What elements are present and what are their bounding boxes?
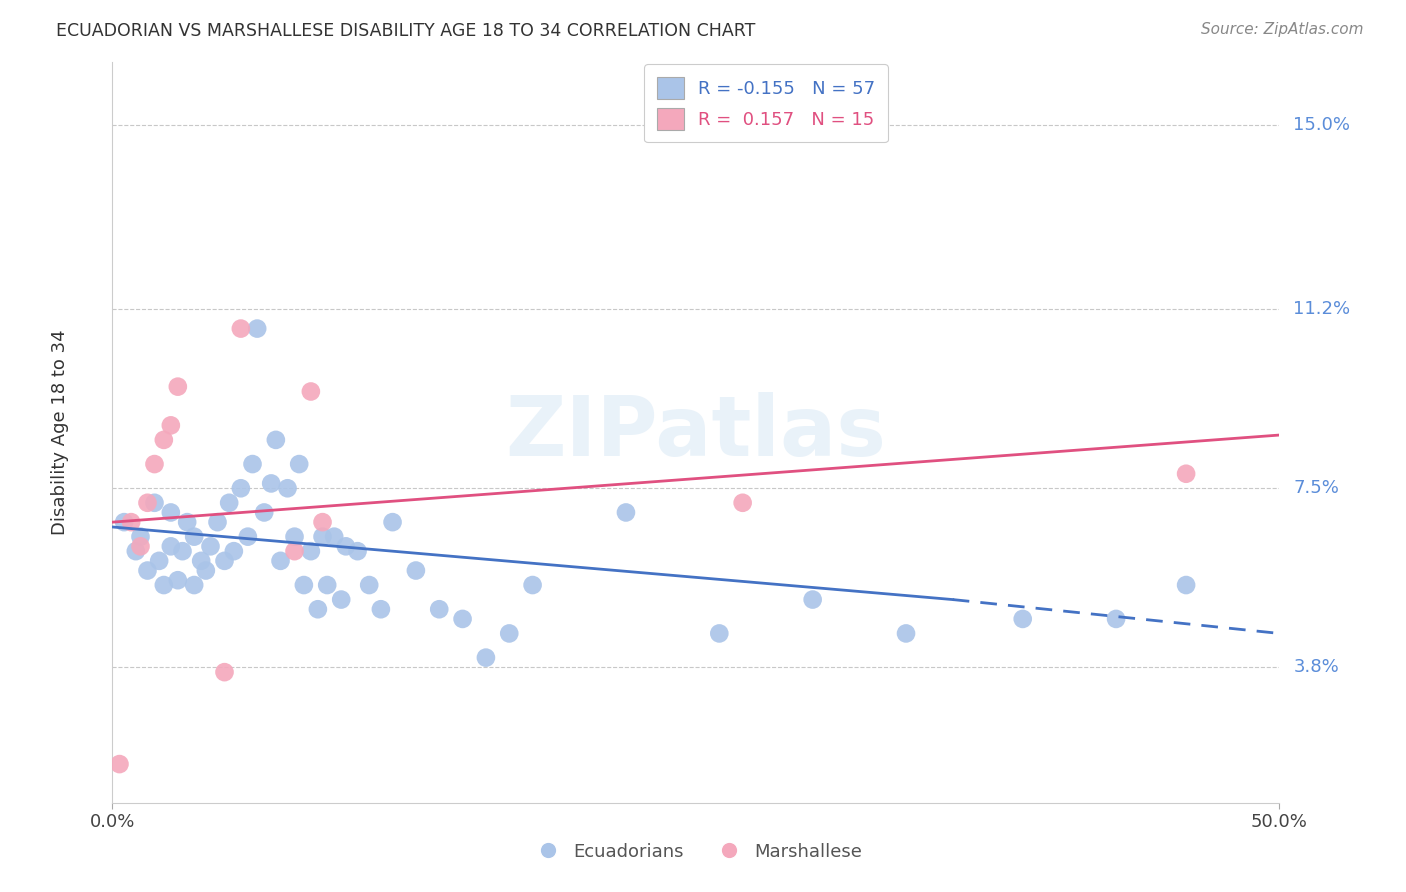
Point — [229, 481, 252, 495]
Point — [166, 573, 188, 587]
Point — [153, 578, 176, 592]
Point — [475, 650, 498, 665]
Point — [160, 418, 183, 433]
Point — [311, 515, 333, 529]
Point — [330, 592, 353, 607]
Point — [894, 626, 917, 640]
Point — [129, 539, 152, 553]
Point — [451, 612, 474, 626]
Legend: Ecuadorians, Marshallese: Ecuadorians, Marshallese — [523, 836, 869, 868]
Point — [427, 602, 450, 616]
Point — [153, 433, 176, 447]
Point — [299, 544, 322, 558]
Point — [160, 506, 183, 520]
Point — [335, 539, 357, 553]
Point — [148, 554, 170, 568]
Point — [288, 457, 311, 471]
Point — [214, 665, 236, 680]
Point — [172, 544, 194, 558]
Point — [253, 506, 276, 520]
Point — [129, 530, 152, 544]
Point — [801, 592, 824, 607]
Point — [405, 564, 427, 578]
Point — [1175, 467, 1198, 481]
Point — [276, 481, 298, 495]
Point — [246, 321, 269, 335]
Point — [160, 539, 183, 553]
Point — [143, 457, 166, 471]
Point — [283, 544, 305, 558]
Point — [1011, 612, 1033, 626]
Point — [731, 496, 754, 510]
Point — [359, 578, 381, 592]
Point — [112, 515, 135, 529]
Point — [381, 515, 404, 529]
Point — [166, 379, 188, 393]
Point — [264, 433, 287, 447]
Point — [709, 626, 731, 640]
Point — [323, 530, 346, 544]
Point — [242, 457, 264, 471]
Text: 7.5%: 7.5% — [1294, 479, 1340, 497]
Point — [260, 476, 283, 491]
Point — [370, 602, 392, 616]
Point — [222, 544, 245, 558]
Point — [136, 496, 159, 510]
Point — [522, 578, 544, 592]
Point — [1105, 612, 1128, 626]
Text: ZIPatlas: ZIPatlas — [506, 392, 886, 473]
Point — [299, 384, 322, 399]
Point — [183, 530, 205, 544]
Point — [316, 578, 339, 592]
Point — [236, 530, 259, 544]
Point — [292, 578, 315, 592]
Text: 15.0%: 15.0% — [1294, 116, 1351, 135]
Point — [311, 530, 333, 544]
Text: Disability Age 18 to 34: Disability Age 18 to 34 — [51, 330, 69, 535]
Text: 3.8%: 3.8% — [1294, 658, 1339, 676]
Point — [498, 626, 520, 640]
Point — [283, 530, 305, 544]
Point — [270, 554, 292, 568]
Point — [1175, 578, 1198, 592]
Point — [207, 515, 229, 529]
Point — [190, 554, 212, 568]
Point — [125, 544, 148, 558]
Point — [194, 564, 217, 578]
Text: 11.2%: 11.2% — [1294, 301, 1351, 318]
Point — [183, 578, 205, 592]
Point — [136, 564, 159, 578]
Point — [229, 321, 252, 335]
Point — [143, 496, 166, 510]
Point — [218, 496, 240, 510]
Point — [120, 515, 142, 529]
Point — [108, 757, 131, 772]
Point — [614, 506, 637, 520]
Point — [346, 544, 368, 558]
Text: ECUADORIAN VS MARSHALLESE DISABILITY AGE 18 TO 34 CORRELATION CHART: ECUADORIAN VS MARSHALLESE DISABILITY AGE… — [56, 22, 755, 40]
Point — [200, 539, 222, 553]
Point — [307, 602, 329, 616]
Text: Source: ZipAtlas.com: Source: ZipAtlas.com — [1201, 22, 1364, 37]
Point — [176, 515, 198, 529]
Point — [214, 554, 236, 568]
